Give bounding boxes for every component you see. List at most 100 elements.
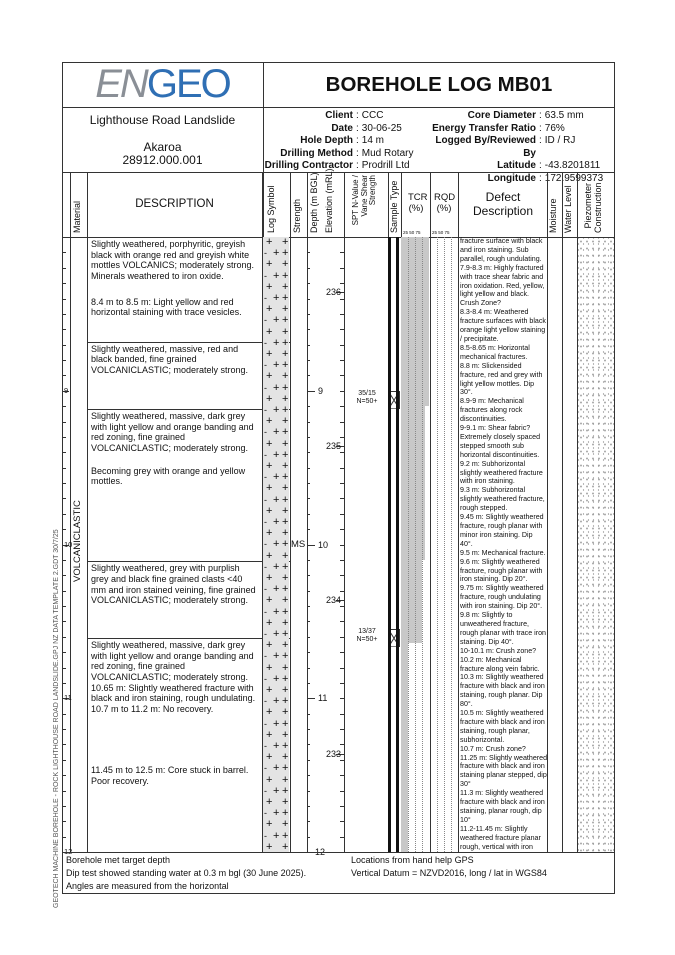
column-header-material: Material <box>72 200 82 233</box>
plus-symbol: + <box>282 605 289 618</box>
column-divider <box>290 172 291 852</box>
dash-symbol: - <box>264 494 267 505</box>
depth-tick <box>307 559 310 561</box>
depth-tick <box>307 805 310 807</box>
plus-symbol: + <box>273 269 280 282</box>
info-separator: : <box>356 147 359 159</box>
depth-tick <box>63 267 66 269</box>
plus-symbol: + <box>282 672 289 685</box>
elevation-tick <box>340 590 344 592</box>
plus-symbol: + <box>273 583 280 596</box>
info-row: Date:30-06-25 <box>263 123 413 136</box>
plus-symbol: + <box>282 549 289 562</box>
depth-tick <box>307 836 310 838</box>
plus-symbol: + <box>266 728 273 741</box>
depth-tick <box>63 636 66 638</box>
info-value: CCC <box>361 110 384 121</box>
plus-symbol: + <box>266 392 273 405</box>
elevation-tick <box>340 390 344 392</box>
plus-symbol: + <box>273 605 280 618</box>
spt-n-value: N=50+ <box>356 397 378 405</box>
defect-entry: 9.6 m: Slightly weathered fracture, roug… <box>460 557 543 584</box>
info-row: Logged By/Reviewed By: ID / RJ <box>420 135 603 160</box>
column-divider <box>577 172 578 852</box>
plus-symbol: + <box>273 493 280 506</box>
depth-tick <box>63 759 66 761</box>
defect-entry: 9.2 m: Subhorizontal slightly weathered … <box>460 459 543 486</box>
depth-tick <box>63 313 66 315</box>
engeo-logo: ENGEO <box>95 62 231 106</box>
plus-symbol: + <box>266 303 273 316</box>
footer-note: Vertical Datum = NZVD2016, long / lat in… <box>351 868 547 878</box>
depth-tick <box>307 667 310 669</box>
info-label: Date <box>331 122 353 134</box>
depth-tick <box>307 713 310 715</box>
depth-tick <box>307 390 315 392</box>
plus-symbol: + <box>266 437 273 450</box>
info-value: 172.9599373 <box>544 172 604 184</box>
plus-symbol: + <box>266 840 273 852</box>
depth-tick <box>63 575 66 577</box>
plus-symbol: + <box>282 796 289 808</box>
depth-tick <box>63 467 66 469</box>
elevation-tick <box>340 483 344 484</box>
dash-symbol: - <box>264 539 267 550</box>
plus-symbol: + <box>282 426 289 439</box>
elevation-tick <box>340 544 344 546</box>
plus-symbol: + <box>273 672 280 685</box>
depth-tick <box>307 237 315 238</box>
depth-tick <box>63 298 66 300</box>
plus-symbol: + <box>266 370 273 383</box>
plus-symbol: + <box>273 404 280 416</box>
info-label: Core Diameter <box>467 110 536 121</box>
elevation-tick <box>340 575 344 577</box>
plus-symbol: + <box>282 840 289 852</box>
depth-tick <box>307 313 310 315</box>
depth-tick <box>63 252 66 254</box>
depth-tick <box>307 483 310 484</box>
depth-tick <box>63 436 66 438</box>
elevation-tick <box>340 298 344 300</box>
depth-tick <box>63 483 66 484</box>
elevation-label: 233 <box>326 748 342 759</box>
plus-symbol: + <box>266 348 273 360</box>
elevation-tick <box>340 836 344 838</box>
plus-symbol: + <box>282 237 289 248</box>
plus-symbol: + <box>266 594 273 607</box>
plus-symbol: + <box>273 471 280 484</box>
dash-symbol: - <box>264 382 267 393</box>
project-name: Lighthouse Road Landslide <box>89 113 236 127</box>
layer-note: 8.4 m to 8.5 m: Light yellow and red hor… <box>91 296 242 318</box>
dash-symbol: - <box>264 718 267 729</box>
depth-tick <box>63 652 66 654</box>
info-label: Drilling Method <box>280 147 353 159</box>
depth-tick <box>63 360 66 361</box>
plus-symbol: + <box>273 560 280 573</box>
depth-tick <box>307 452 310 454</box>
depth-tick <box>63 375 66 377</box>
dash-symbol: - <box>264 293 267 303</box>
column-header-spt: SPT N-Value / Vane Shear Strength <box>351 175 377 226</box>
elevation-tick <box>340 775 344 777</box>
info-row: Longitude:172.9599373 <box>420 172 604 186</box>
layer-boundary <box>87 409 290 411</box>
plus-symbol: + <box>282 303 289 316</box>
depth-tick <box>307 421 310 423</box>
elevation-tick <box>340 513 344 515</box>
depth-tick <box>307 360 310 361</box>
column-header-elevation: Elevation (mRL) <box>324 168 334 233</box>
dash-symbol: - <box>264 449 267 460</box>
plus-symbol: + <box>273 359 280 372</box>
dash-symbol: - <box>264 741 267 751</box>
elevation-tick <box>340 790 344 792</box>
column-header-log-symbol: Log Symbol <box>266 185 276 233</box>
plus-symbol: + <box>273 426 280 439</box>
defect-entry: 9.3 m: Subhorizontal slightly weathered … <box>460 486 545 513</box>
depth-tick <box>307 298 310 300</box>
plus-symbol: + <box>266 258 273 271</box>
elevation-tick <box>340 421 344 423</box>
depth-tick <box>63 390 69 392</box>
plus-symbol: + <box>266 818 273 831</box>
info-label: Longitude <box>487 172 536 184</box>
info-separator: : <box>539 122 542 134</box>
